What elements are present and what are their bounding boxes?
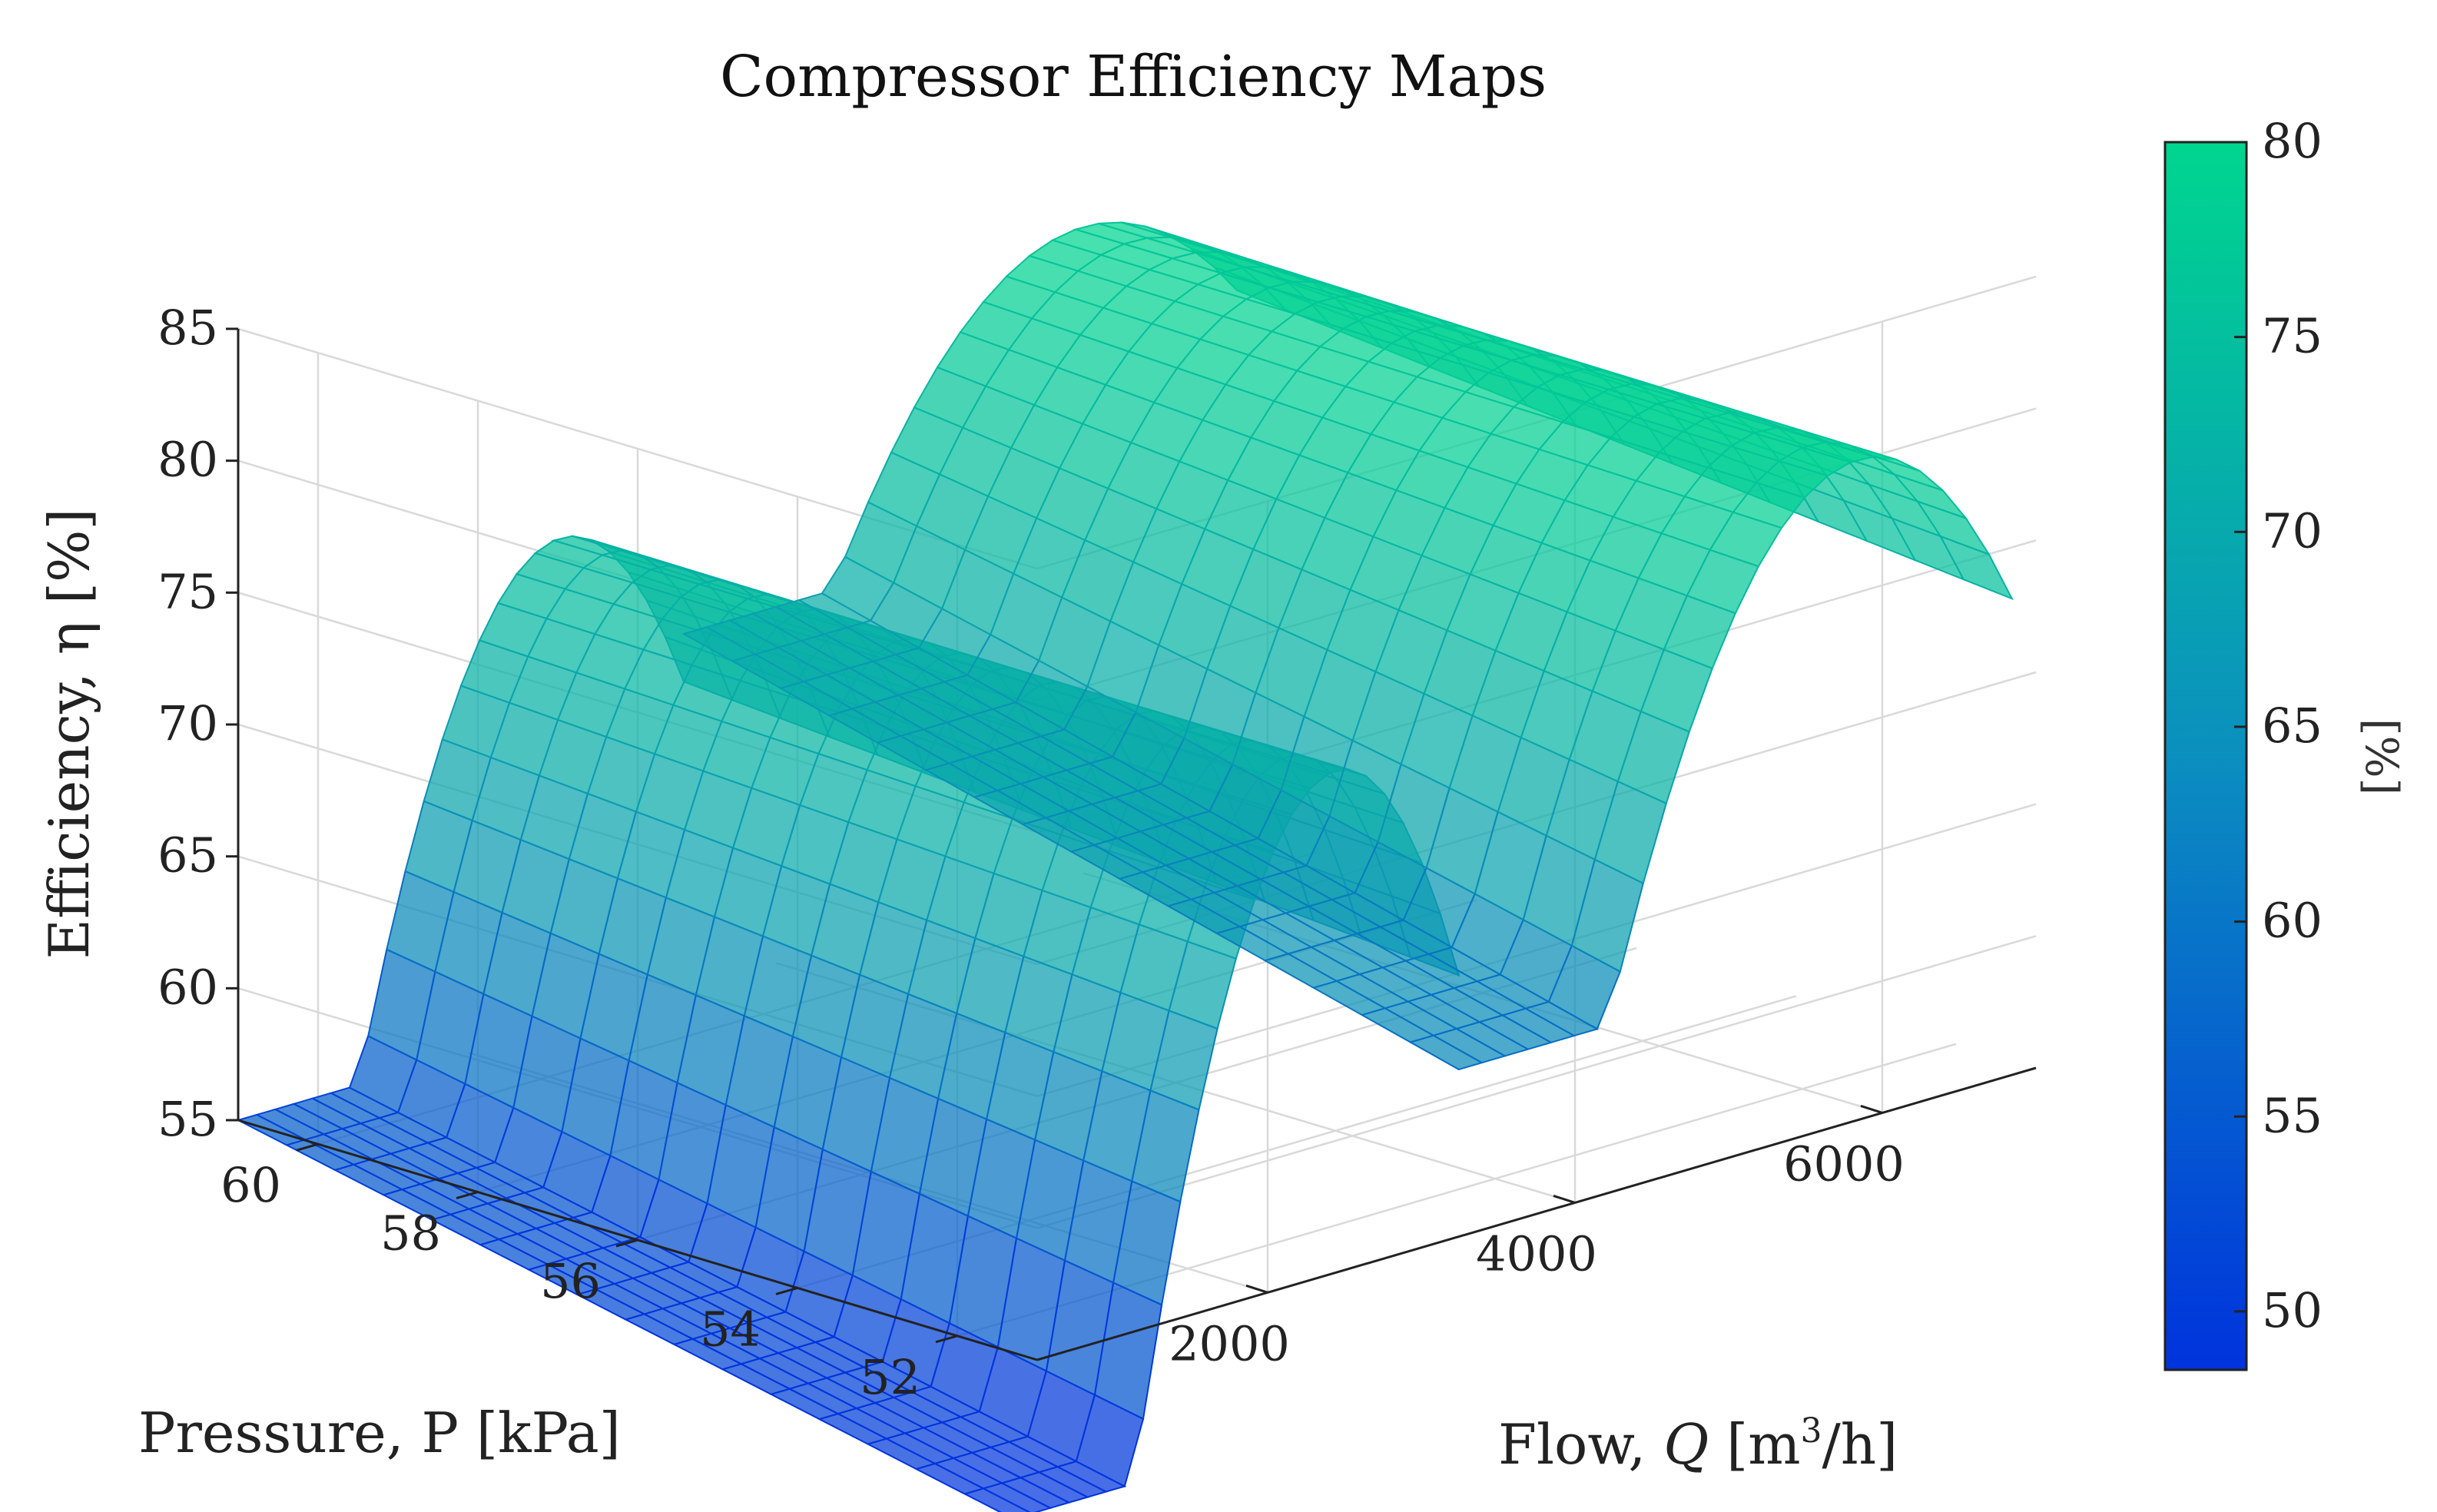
z-tick-label: 70	[157, 695, 218, 751]
flow-axis-line	[1036, 1066, 2037, 1361]
flow-axis-label-prefix: Flow,	[1498, 1412, 1663, 1477]
pressure-tick	[615, 1238, 638, 1248]
surface-patch	[963, 1487, 1031, 1512]
colorbar-ticks: 50 55 60 65 70 75 80	[2234, 113, 2323, 1338]
z-tick-label: 65	[157, 827, 218, 884]
surface-patch	[1938, 535, 2014, 601]
surface-layer	[236, 221, 2014, 1512]
flow-axis-label: Flow, Q [m3/h]	[1498, 1411, 1898, 1477]
pressure-tick-label: 58	[380, 1205, 441, 1262]
surface-map-b	[681, 221, 2014, 1071]
flow-tick-label: 6000	[1783, 1136, 1905, 1192]
pressure-tick	[775, 1286, 798, 1295]
flow-tick	[1860, 1105, 1883, 1114]
efficiency-axis-label: Efficiency, η [%]	[37, 509, 101, 960]
chart-title: Compressor Efficiency Maps	[720, 44, 1547, 110]
pressure-tick	[935, 1335, 958, 1344]
colorbar-tick-label: 65	[2262, 698, 2323, 754]
flow-axis-label-var: Q	[1663, 1412, 1709, 1477]
z-tick-label: 85	[157, 300, 218, 356]
z-tick-label: 60	[157, 959, 218, 1015]
z-tick-label: 55	[157, 1091, 218, 1147]
pressure-tick-label: 56	[540, 1253, 601, 1309]
pressure-tick-label: 54	[700, 1301, 761, 1357]
colorbar	[2163, 141, 2248, 1371]
pressure-tick-label: 60	[220, 1157, 281, 1213]
grid-line-z-wall-b	[1036, 935, 2037, 1229]
colorbar-tick-label: 75	[2262, 308, 2323, 364]
colorbar-label: [%]	[2356, 718, 2408, 795]
pressure-tick	[456, 1191, 479, 1200]
colorbar-tick-label: 50	[2262, 1282, 2323, 1338]
flow-axis-label-unit: [m	[1709, 1412, 1800, 1477]
z-tick-label: 80	[157, 432, 218, 488]
colorbar-tick-label: 70	[2262, 502, 2323, 559]
colorbar-tick-label: 55	[2262, 1087, 2323, 1143]
flow-tick	[1245, 1284, 1268, 1294]
flow-tick	[1553, 1194, 1576, 1204]
pressure-axis-label: Pressure, P [kPa]	[138, 1401, 621, 1465]
flow-tick-label: 2000	[1169, 1315, 1290, 1371]
pressure-tick-label: 52	[860, 1349, 920, 1405]
colorbar-tick-label: 60	[2262, 893, 2323, 949]
flow-tick-label: 4000	[1476, 1225, 1597, 1282]
colorbar-tick-label: 80	[2262, 113, 2323, 169]
z-tick-label: 75	[157, 563, 218, 619]
pressure-tick	[296, 1142, 319, 1152]
flow-axis-label-tail: /h]	[1822, 1412, 1898, 1477]
flow-axis-label-sup: 3	[1800, 1411, 1822, 1451]
